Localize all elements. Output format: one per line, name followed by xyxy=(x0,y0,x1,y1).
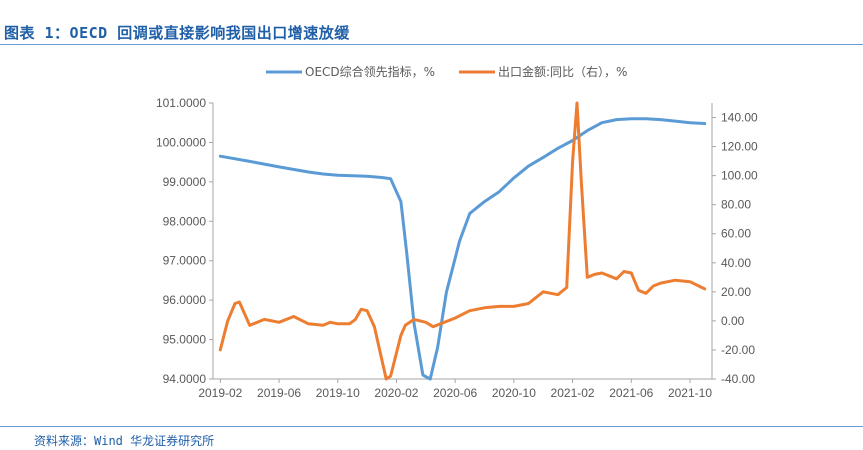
y-right-tick-label: 0.00 xyxy=(721,314,745,328)
chart: OECD综合领先指标，% 出口金额:同比（右），% 94.000095.00009… xyxy=(156,64,758,400)
x-tick-label: 2021-02 xyxy=(551,386,595,400)
legend-export-label: 出口金额:同比（右），% xyxy=(498,64,627,79)
x-tick-label: 2020-06 xyxy=(433,386,477,400)
x-tick-label: 2020-02 xyxy=(374,386,418,400)
x-tick-label: 2019-10 xyxy=(316,386,360,400)
y-right-tick-label: 100.00 xyxy=(721,169,758,183)
y-left-tick-label: 97.0000 xyxy=(163,254,207,268)
header: 图表 1：OECD 回调或直接影响我国出口增速放缓 xyxy=(0,0,863,45)
y-right-tick-label: 80.00 xyxy=(721,198,751,212)
y-left-tick-label: 98.0000 xyxy=(163,214,207,228)
y-right-tick-label: 20.00 xyxy=(721,285,751,299)
y-left-tick-label: 96.0000 xyxy=(163,293,207,307)
export-series-line xyxy=(218,101,707,381)
y-right-tick-label: 40.00 xyxy=(721,256,751,270)
page-title: 图表 1：OECD 回调或直接影响我国出口增速放缓 xyxy=(4,24,350,42)
y-right-tick-label: 120.00 xyxy=(721,140,758,154)
header-divider xyxy=(0,44,863,45)
x-tick-label: 2021-06 xyxy=(609,386,653,400)
x-tick-label: 2019-06 xyxy=(257,386,301,400)
x-tick-label: 2020-10 xyxy=(492,386,536,400)
chart-axes: 94.0000 95.0000 96.0000 97.0000 98.0000 99.00… xyxy=(156,96,758,400)
x-tick-label: 2019-02 xyxy=(198,386,242,400)
y-left-tick-label: 100.0000 xyxy=(156,135,206,149)
chart-series xyxy=(218,101,707,381)
y-right-tick-label: -40.00 xyxy=(721,372,755,386)
footer-divider xyxy=(0,426,863,427)
y-right-tick-label: 140.00 xyxy=(721,111,758,125)
y-right-tick-label: -20.00 xyxy=(721,343,755,357)
source-note: 资料来源：Wind 华龙证券研究所 xyxy=(34,434,215,448)
y-left-tick-label: 101.0000 xyxy=(156,96,206,110)
oecd-series-line xyxy=(218,117,707,381)
y-right-tick-label: 60.00 xyxy=(721,227,751,241)
y-left-tick-label: 99.0000 xyxy=(163,175,207,189)
y-left-tick-label: 94.0000 xyxy=(163,372,207,386)
chart-legend: OECD综合领先指标，% 出口金额:同比（右），% xyxy=(266,64,627,79)
x-tick-label: 2021-10 xyxy=(668,386,712,400)
legend-oecd-label: OECD综合领先指标，% xyxy=(305,64,435,79)
y-left-tick-label: 95.0000 xyxy=(163,333,207,347)
